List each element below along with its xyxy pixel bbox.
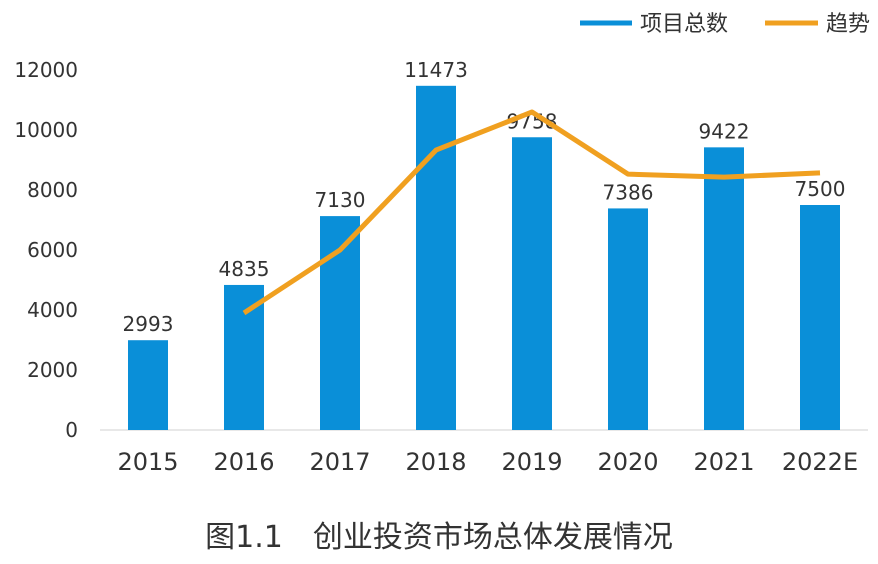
x-tick-label: 2021 [693, 448, 754, 476]
bar [704, 147, 744, 430]
bar-data-label: 4835 [219, 257, 270, 281]
bar-data-label: 2993 [123, 312, 174, 336]
chart-caption: 图1.1 创业投资市场总体发展情况 [205, 520, 673, 555]
x-tick-label: 2017 [309, 448, 370, 476]
bar [224, 284, 264, 430]
y-axis: 0 2000 4000 6000 8000 10000 12000 [14, 58, 78, 442]
bar [800, 205, 840, 430]
bar [512, 137, 552, 430]
y-tick-label: 10000 [14, 118, 78, 142]
y-tick-label: 0 [65, 418, 78, 442]
y-tick-label: 2000 [27, 358, 78, 382]
legend: 项目总数 趋势 [580, 12, 870, 37]
x-tick-label: 2019 [501, 448, 562, 476]
bar-data-label: 9422 [699, 119, 750, 143]
y-tick-label: 8000 [27, 178, 78, 202]
y-tick-label: 12000 [14, 58, 78, 82]
bar-data-label: 7130 [315, 188, 366, 212]
bar [416, 85, 456, 430]
trend-line [242, 109, 821, 316]
x-axis: 2015 2016 2017 2018 2019 2020 2021 2022E [117, 448, 858, 476]
y-tick-label: 4000 [27, 298, 78, 322]
x-tick-label: 2016 [213, 448, 274, 476]
legend-label-bar: 项目总数 [640, 12, 728, 37]
x-tick-label: 2018 [405, 448, 466, 476]
bar [608, 208, 648, 430]
bar-data-label: 11473 [404, 58, 468, 82]
bar [128, 340, 168, 430]
legend-label-line: 趋势 [826, 12, 870, 37]
x-tick-label: 2022E [782, 448, 858, 476]
x-tick-label: 2015 [117, 448, 178, 476]
x-tick-label: 2020 [597, 448, 658, 476]
bar-data-label: 7500 [795, 177, 846, 201]
y-tick-label: 6000 [27, 238, 78, 262]
bar-data-label: 7386 [603, 180, 654, 204]
